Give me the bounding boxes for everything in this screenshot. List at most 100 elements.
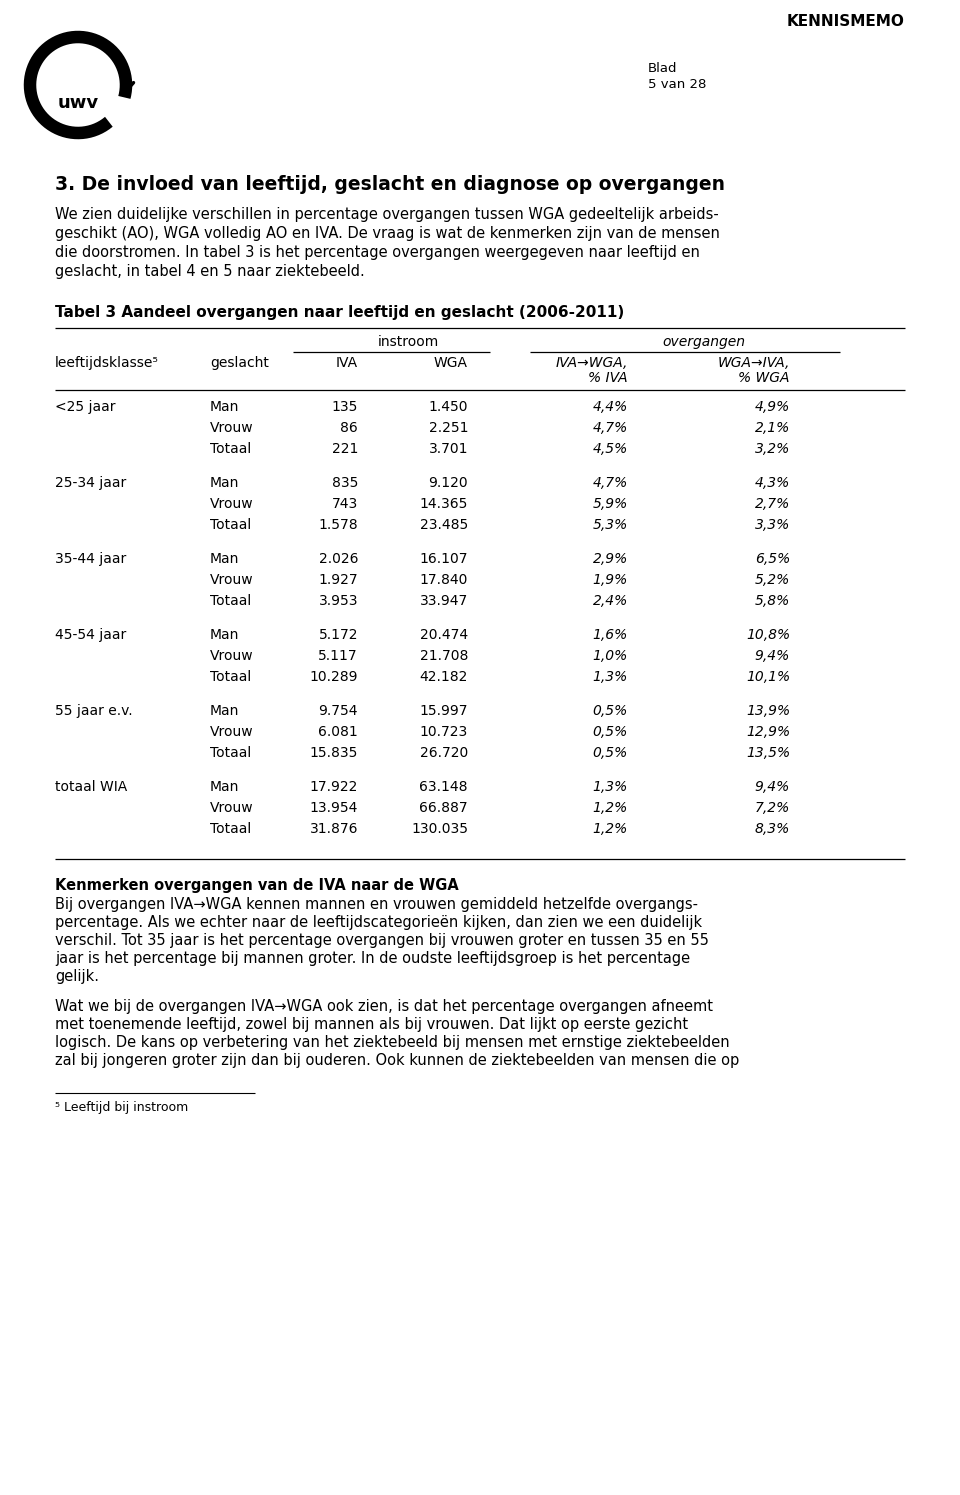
Text: 17.840: 17.840	[420, 573, 468, 588]
Text: 4,4%: 4,4%	[592, 401, 628, 414]
Text: 3,3%: 3,3%	[755, 517, 790, 532]
Text: 13,9%: 13,9%	[746, 704, 790, 718]
Text: Vrouw: Vrouw	[210, 801, 253, 815]
Text: gelijk.: gelijk.	[55, 969, 99, 984]
Text: 2.251: 2.251	[428, 422, 468, 435]
Text: 0,5%: 0,5%	[592, 704, 628, 718]
Text: geslacht: geslacht	[210, 356, 269, 369]
Text: 14.365: 14.365	[420, 496, 468, 511]
Text: 21.708: 21.708	[420, 649, 468, 662]
Text: 2.026: 2.026	[319, 552, 358, 567]
Text: die doorstromen. In tabel 3 is het percentage overgangen weergegeven naar leefti: die doorstromen. In tabel 3 is het perce…	[55, 245, 700, 260]
Text: instroom: instroom	[377, 335, 439, 348]
Text: 6.081: 6.081	[319, 725, 358, 739]
Text: IVA: IVA	[336, 356, 358, 369]
Text: 7,2%: 7,2%	[755, 801, 790, 815]
Text: 16.107: 16.107	[420, 552, 468, 567]
Text: 33.947: 33.947	[420, 594, 468, 608]
Text: Kenmerken overgangen van de IVA naar de WGA: Kenmerken overgangen van de IVA naar de …	[55, 878, 459, 893]
Text: 42.182: 42.182	[420, 670, 468, 685]
Text: 9,4%: 9,4%	[755, 649, 790, 662]
Text: Vrouw: Vrouw	[210, 725, 253, 739]
Text: 2,7%: 2,7%	[755, 496, 790, 511]
Text: jaar is het percentage bij mannen groter. In de oudste leeftijdsgroep is het per: jaar is het percentage bij mannen groter…	[55, 951, 690, 966]
Text: Man: Man	[210, 401, 239, 414]
Text: 1.927: 1.927	[319, 573, 358, 588]
Text: 3.953: 3.953	[319, 594, 358, 608]
Text: 10.289: 10.289	[309, 670, 358, 685]
Text: Totaal: Totaal	[210, 670, 252, 685]
Text: 0,5%: 0,5%	[592, 725, 628, 739]
Text: uwv: uwv	[58, 94, 99, 112]
Text: 25-34 jaar: 25-34 jaar	[55, 475, 127, 490]
Text: 130.035: 130.035	[411, 822, 468, 836]
Text: 4,5%: 4,5%	[592, 443, 628, 456]
Text: Bij overgangen IVA→WGA kennen mannen en vrouwen gemiddeld hetzelfde overgangs-: Bij overgangen IVA→WGA kennen mannen en …	[55, 897, 698, 912]
Text: 1,3%: 1,3%	[592, 780, 628, 794]
Text: 5,2%: 5,2%	[755, 573, 790, 588]
Text: 1,2%: 1,2%	[592, 822, 628, 836]
Text: 8,3%: 8,3%	[755, 822, 790, 836]
Text: geslacht, in tabel 4 en 5 naar ziektebeeld.: geslacht, in tabel 4 en 5 naar ziektebee…	[55, 265, 365, 280]
Text: Totaal: Totaal	[210, 443, 252, 456]
Text: 1.450: 1.450	[428, 401, 468, 414]
Text: 23.485: 23.485	[420, 517, 468, 532]
Text: percentage. Als we echter naar de leeftijdscategorieën kijken, dan zien we een d: percentage. Als we echter naar de leefti…	[55, 915, 702, 930]
Text: Man: Man	[210, 475, 239, 490]
Text: 15.835: 15.835	[310, 746, 358, 759]
Text: 3.701: 3.701	[428, 443, 468, 456]
Text: 5 van 28: 5 van 28	[648, 78, 707, 91]
Text: met toenemende leeftijd, zowel bij mannen als bij vrouwen. Dat lijkt op eerste g: met toenemende leeftijd, zowel bij manne…	[55, 1017, 688, 1032]
Text: 35-44 jaar: 35-44 jaar	[55, 552, 127, 567]
Text: 5,3%: 5,3%	[592, 517, 628, 532]
Text: 86: 86	[340, 422, 358, 435]
Text: overgangen: overgangen	[662, 335, 746, 348]
Text: 31.876: 31.876	[309, 822, 358, 836]
Text: 13.954: 13.954	[310, 801, 358, 815]
Text: 1.578: 1.578	[319, 517, 358, 532]
Text: geschikt (AO), WGA volledig AO en IVA. De vraag is wat de kenmerken zijn van de : geschikt (AO), WGA volledig AO en IVA. D…	[55, 226, 720, 241]
Text: 17.922: 17.922	[310, 780, 358, 794]
Text: 4,3%: 4,3%	[755, 475, 790, 490]
Text: Blad: Blad	[648, 61, 678, 75]
Text: IVA→WGA,: IVA→WGA,	[556, 356, 628, 369]
Text: 0,5%: 0,5%	[592, 746, 628, 759]
Text: verschil. Tot 35 jaar is het percentage overgangen bij vrouwen groter en tussen : verschil. Tot 35 jaar is het percentage …	[55, 933, 708, 948]
Text: <25 jaar: <25 jaar	[55, 401, 115, 414]
Text: 5,9%: 5,9%	[592, 496, 628, 511]
Text: 5.172: 5.172	[319, 628, 358, 641]
Text: Vrouw: Vrouw	[210, 649, 253, 662]
Text: Totaal: Totaal	[210, 594, 252, 608]
Text: 10.723: 10.723	[420, 725, 468, 739]
Text: 2,9%: 2,9%	[592, 552, 628, 567]
Text: 1,2%: 1,2%	[592, 801, 628, 815]
Text: 2,4%: 2,4%	[592, 594, 628, 608]
Text: WGA→IVA,: WGA→IVA,	[718, 356, 790, 369]
Text: 9,4%: 9,4%	[755, 780, 790, 794]
Text: We zien duidelijke verschillen in percentage overgangen tussen WGA gedeeltelijk : We zien duidelijke verschillen in percen…	[55, 206, 719, 221]
Text: 135: 135	[331, 401, 358, 414]
Text: Man: Man	[210, 628, 239, 641]
Text: 20.474: 20.474	[420, 628, 468, 641]
Text: 1,6%: 1,6%	[592, 628, 628, 641]
Text: 3,2%: 3,2%	[755, 443, 790, 456]
Text: Wat we bij de overgangen IVA→WGA ook zien, is dat het percentage overgangen afne: Wat we bij de overgangen IVA→WGA ook zie…	[55, 999, 713, 1014]
Text: totaal WIA: totaal WIA	[55, 780, 128, 794]
Text: 4,7%: 4,7%	[592, 475, 628, 490]
Text: % IVA: % IVA	[588, 371, 628, 386]
Text: 63.148: 63.148	[420, 780, 468, 794]
Text: Tabel 3 Aandeel overgangen naar leeftijd en geslacht (2006-2011): Tabel 3 Aandeel overgangen naar leeftijd…	[55, 305, 624, 320]
Text: 13,5%: 13,5%	[746, 746, 790, 759]
Text: ⁵ Leeftijd bij instroom: ⁵ Leeftijd bij instroom	[55, 1100, 188, 1114]
Text: Totaal: Totaal	[210, 822, 252, 836]
Text: 12,9%: 12,9%	[746, 725, 790, 739]
Text: 221: 221	[331, 443, 358, 456]
Text: 55 jaar e.v.: 55 jaar e.v.	[55, 704, 132, 718]
Text: 10,8%: 10,8%	[746, 628, 790, 641]
Text: 1,3%: 1,3%	[592, 670, 628, 685]
Text: 45-54 jaar: 45-54 jaar	[55, 628, 127, 641]
Text: Totaal: Totaal	[210, 746, 252, 759]
Text: 66.887: 66.887	[420, 801, 468, 815]
Text: Man: Man	[210, 780, 239, 794]
Text: % WGA: % WGA	[738, 371, 790, 386]
